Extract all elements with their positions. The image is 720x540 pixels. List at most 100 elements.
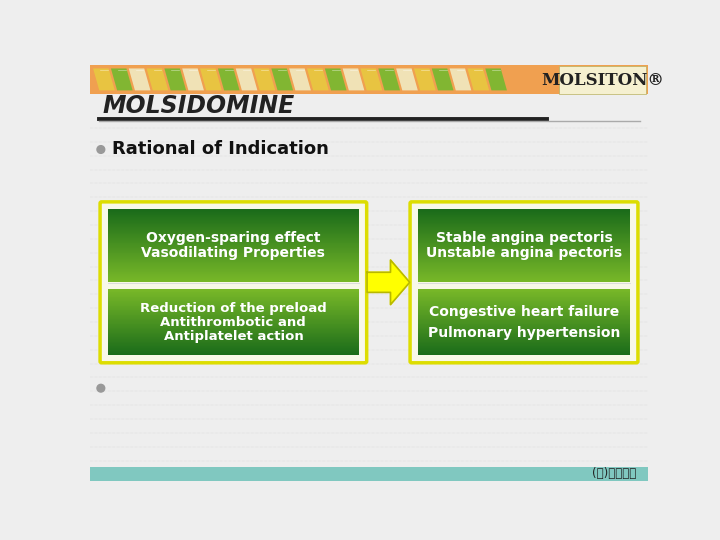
- Bar: [418, 228, 630, 230]
- Bar: [108, 304, 359, 305]
- Bar: [108, 291, 359, 292]
- Bar: [108, 325, 359, 326]
- Bar: [108, 347, 359, 348]
- Polygon shape: [343, 69, 364, 90]
- Bar: [418, 353, 630, 354]
- Bar: [108, 278, 359, 279]
- Bar: [418, 214, 630, 216]
- Bar: [108, 233, 359, 234]
- Bar: [418, 301, 630, 303]
- Bar: [108, 303, 359, 305]
- Bar: [418, 321, 630, 322]
- Bar: [108, 320, 359, 321]
- Bar: [108, 320, 359, 321]
- Bar: [418, 213, 630, 214]
- Bar: [418, 338, 630, 339]
- Bar: [108, 341, 359, 343]
- Bar: [418, 336, 630, 338]
- Polygon shape: [253, 69, 275, 90]
- Bar: [418, 339, 630, 340]
- Polygon shape: [449, 69, 472, 90]
- Bar: [418, 224, 630, 225]
- Bar: [418, 273, 630, 274]
- Bar: [418, 336, 630, 337]
- Text: MOLSITON®: MOLSITON®: [541, 72, 664, 89]
- Bar: [418, 354, 630, 355]
- Bar: [418, 314, 630, 315]
- Bar: [108, 354, 359, 355]
- Bar: [108, 313, 359, 314]
- Bar: [418, 295, 630, 296]
- Bar: [418, 296, 630, 297]
- Polygon shape: [200, 69, 222, 90]
- Bar: [418, 251, 630, 252]
- Bar: [108, 336, 359, 338]
- Bar: [108, 314, 359, 315]
- Bar: [418, 222, 630, 224]
- Bar: [418, 316, 630, 318]
- Bar: [418, 344, 630, 345]
- Bar: [418, 278, 630, 279]
- Bar: [418, 279, 630, 280]
- Bar: [108, 300, 359, 301]
- Bar: [108, 294, 359, 295]
- Bar: [108, 323, 359, 325]
- Bar: [418, 225, 630, 226]
- Bar: [108, 321, 359, 322]
- Bar: [418, 277, 630, 278]
- Bar: [108, 295, 359, 296]
- Bar: [108, 328, 359, 329]
- Bar: [418, 241, 630, 242]
- Bar: [418, 210, 630, 211]
- Bar: [108, 344, 359, 345]
- Bar: [108, 292, 359, 293]
- Bar: [418, 280, 630, 281]
- Bar: [108, 340, 359, 341]
- Bar: [108, 352, 359, 353]
- Bar: [90, 467, 648, 481]
- Bar: [108, 269, 359, 270]
- Text: Rational of Indication: Rational of Indication: [112, 140, 328, 159]
- Bar: [418, 220, 630, 221]
- Bar: [108, 306, 359, 307]
- Bar: [418, 234, 630, 236]
- Bar: [418, 289, 630, 291]
- Bar: [108, 229, 359, 231]
- Polygon shape: [367, 260, 410, 305]
- Bar: [418, 260, 630, 261]
- Bar: [418, 305, 630, 306]
- Bar: [108, 250, 359, 251]
- Bar: [418, 325, 630, 326]
- Bar: [108, 309, 359, 310]
- Bar: [108, 218, 359, 220]
- Bar: [418, 226, 630, 228]
- FancyBboxPatch shape: [100, 202, 366, 363]
- Polygon shape: [271, 69, 293, 90]
- Bar: [108, 349, 359, 350]
- Bar: [418, 259, 630, 260]
- FancyBboxPatch shape: [410, 202, 638, 363]
- Bar: [108, 212, 359, 213]
- Bar: [108, 307, 359, 308]
- Bar: [108, 353, 359, 354]
- Bar: [108, 332, 359, 333]
- Bar: [418, 264, 630, 266]
- Bar: [108, 308, 359, 309]
- Bar: [418, 217, 630, 219]
- Bar: [108, 244, 359, 245]
- Bar: [418, 334, 630, 335]
- Bar: [108, 254, 359, 256]
- Bar: [108, 242, 359, 244]
- Bar: [108, 220, 359, 221]
- Text: Vasodilating Properties: Vasodilating Properties: [141, 246, 325, 260]
- Bar: [418, 271, 630, 272]
- Polygon shape: [164, 69, 186, 90]
- Bar: [108, 246, 359, 247]
- Bar: [108, 222, 359, 224]
- Bar: [108, 209, 359, 211]
- Bar: [108, 237, 359, 239]
- Bar: [108, 316, 359, 318]
- Bar: [108, 210, 359, 211]
- Bar: [418, 332, 630, 333]
- Bar: [418, 253, 630, 254]
